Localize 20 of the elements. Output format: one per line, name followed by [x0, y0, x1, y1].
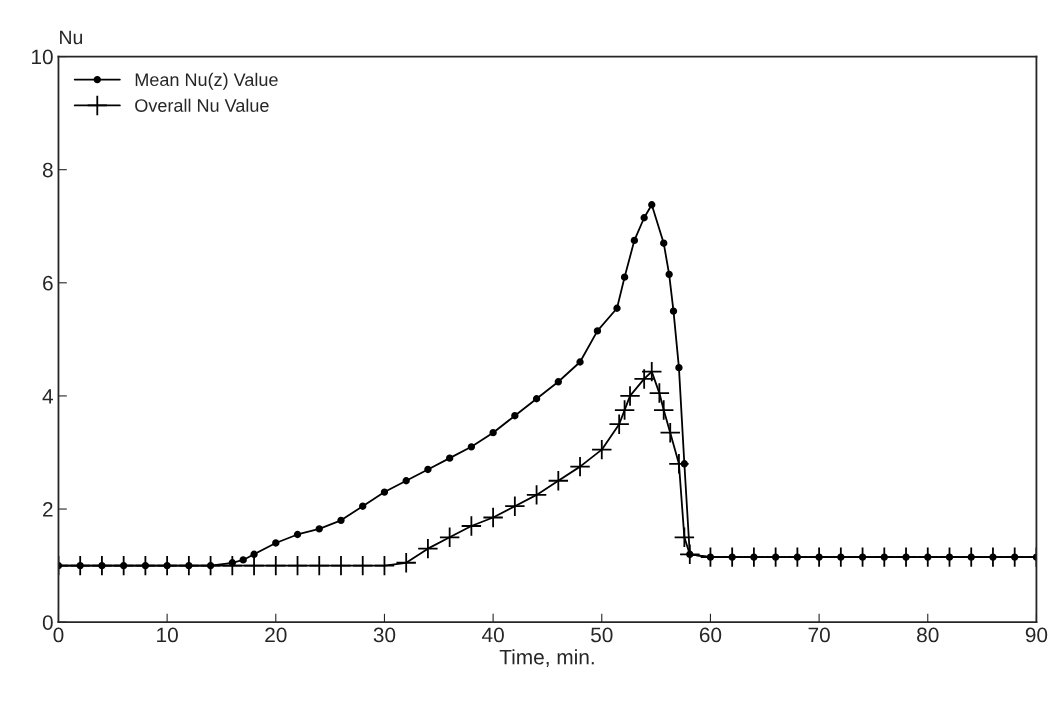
legend-label: Overall Nu Value [135, 98, 269, 112]
x-tick-label: 50 [591, 627, 613, 643]
y-axis-title: Nu [60, 30, 83, 45]
x-tick-label: 90 [1025, 627, 1048, 643]
x-tick-label: 70 [808, 627, 830, 643]
legend-label: Mean Nu(z) Value [135, 72, 278, 90]
x-tick-label: 40 [482, 627, 504, 643]
x-tick-label: 0 [53, 627, 64, 643]
y-tick-label: 8 [42, 162, 53, 178]
x-tick-label: 20 [265, 627, 287, 643]
y-tick-label: 4 [42, 389, 53, 404]
y-tick-label: 0 [42, 615, 53, 630]
x-tick-label: 30 [373, 627, 396, 643]
x-axis-title: Time, min. [499, 649, 594, 667]
x-tick-label: 80 [917, 627, 939, 643]
x-tick-label: 60 [699, 627, 722, 643]
x-tick-label: 10 [157, 627, 178, 643]
y-tick-label: 6 [43, 275, 53, 291]
y-tick-label: 2 [43, 502, 53, 517]
y-tick-label: 10 [32, 49, 53, 65]
